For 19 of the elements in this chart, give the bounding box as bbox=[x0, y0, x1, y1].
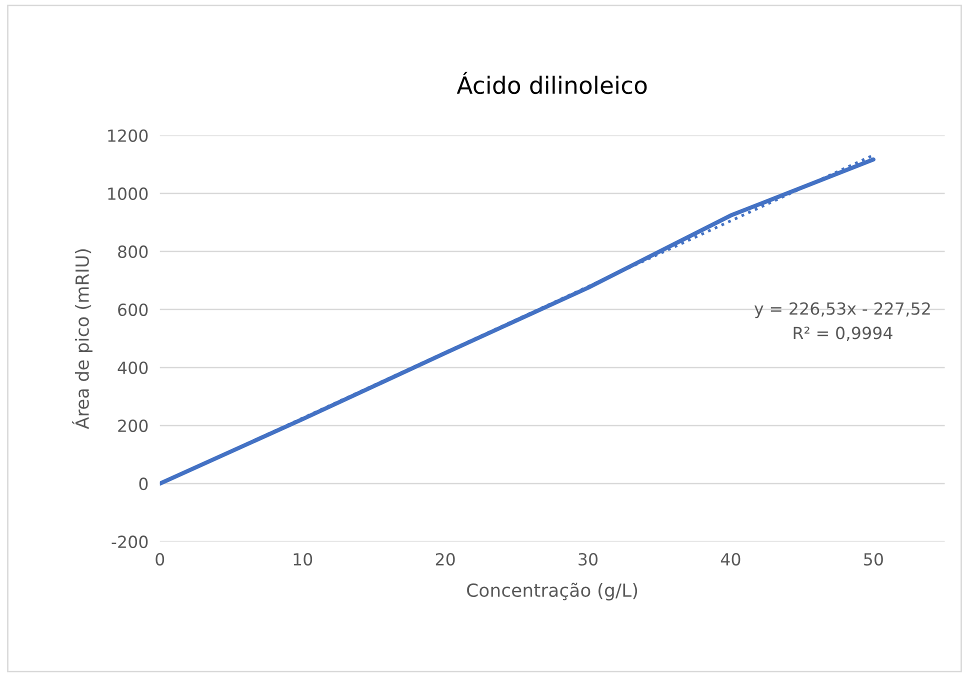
x-tick-label: 50 bbox=[864, 553, 883, 566]
y-axis-title: Área de pico (mRIU) bbox=[72, 249, 92, 430]
annotation: R² = 0,9994 bbox=[794, 326, 892, 341]
y-tick-label: 400 bbox=[118, 361, 148, 374]
x-tick-label: 30 bbox=[578, 553, 598, 566]
y-tick-label: 1000 bbox=[108, 187, 148, 200]
annotation: y = 226,53x - 227,52 bbox=[754, 302, 930, 318]
x-tick-label: 40 bbox=[720, 553, 740, 566]
y-tick-label: 1200 bbox=[108, 129, 148, 142]
x-tick-label: 10 bbox=[294, 553, 312, 566]
chart-title: Ácido dilinoleico bbox=[456, 72, 647, 94]
y-tick-label: -200 bbox=[112, 536, 148, 548]
x-tick-label: 0 bbox=[156, 553, 164, 566]
x-axis-title: Concentração (g/L) bbox=[467, 582, 638, 601]
x-tick-label: 20 bbox=[436, 553, 455, 566]
y-tick-label: 800 bbox=[118, 245, 148, 258]
y-tick-label: 600 bbox=[118, 303, 148, 316]
y-tick-label: 0 bbox=[139, 478, 148, 490]
y-tick-label: 200 bbox=[118, 420, 148, 432]
